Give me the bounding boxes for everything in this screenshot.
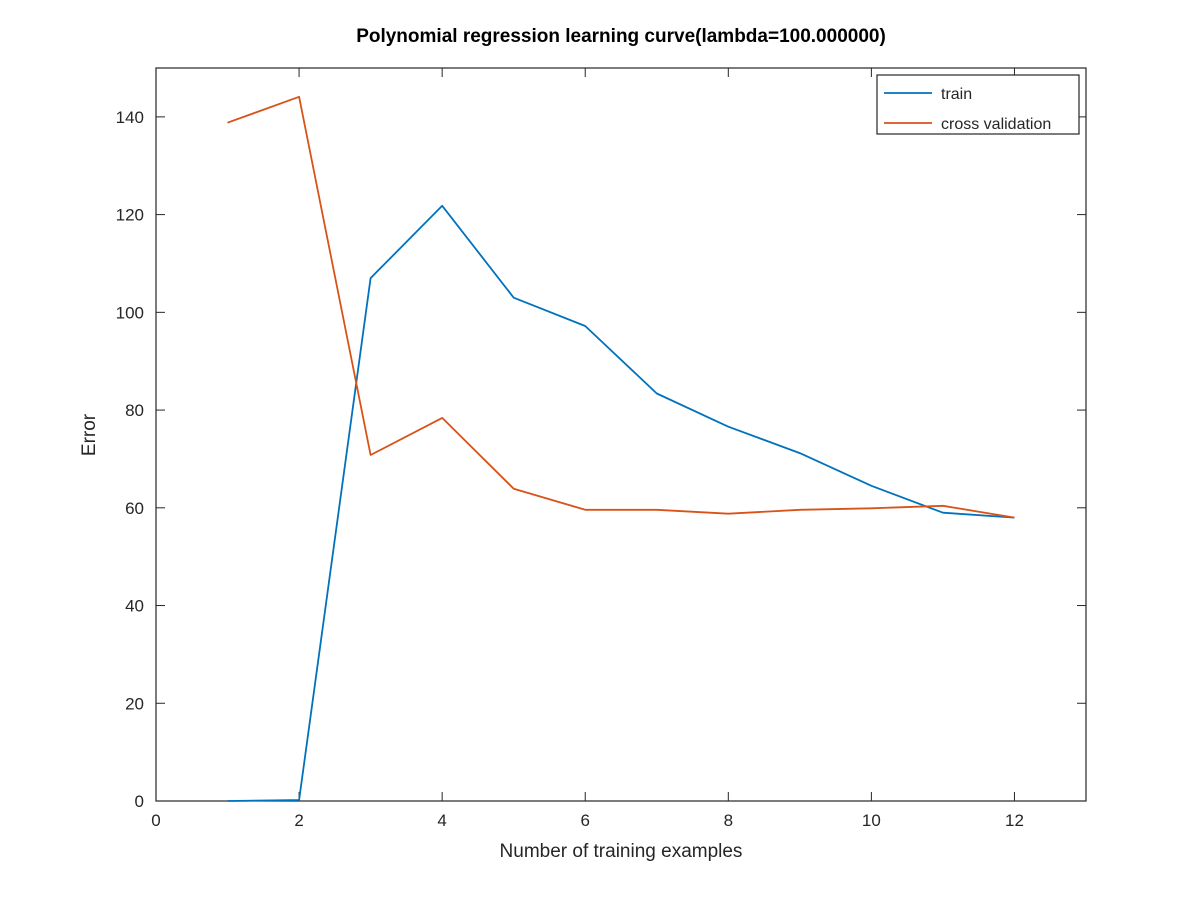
- legend: train cross validation: [876, 74, 1080, 135]
- series-line-train: [227, 204, 1015, 802]
- x-tick-label: 12: [1005, 811, 1024, 830]
- y-tick-label: 60: [125, 499, 144, 518]
- y-tick-label: 140: [116, 108, 144, 127]
- y-tick-label: 40: [125, 597, 144, 616]
- y-tick-label: 120: [116, 206, 144, 225]
- x-tick-label: 8: [724, 811, 733, 830]
- y-tick-label: 100: [116, 303, 144, 322]
- x-axis-title: Number of training examples: [500, 841, 743, 862]
- x-tick-label: 0: [151, 811, 160, 830]
- legend-box: [876, 74, 1080, 135]
- x-tick-label: 10: [862, 811, 881, 830]
- plot-area-frame: [155, 67, 1087, 802]
- y-axis-title: Error: [79, 413, 100, 456]
- legend-label-train: train: [941, 86, 972, 103]
- chart-title: Polynomial regression learning curve(lam…: [356, 26, 886, 47]
- x-tick-label: 2: [294, 811, 303, 830]
- series-line-cross-validation: [227, 95, 1015, 519]
- x-tick-label: 6: [580, 811, 589, 830]
- y-tick-label: 80: [125, 401, 144, 420]
- y-tick-label: 0: [135, 792, 144, 811]
- y-tick-label: 20: [125, 694, 144, 713]
- x-tick-label: 4: [437, 811, 446, 830]
- legend-label-cross-validation: cross validation: [941, 116, 1051, 133]
